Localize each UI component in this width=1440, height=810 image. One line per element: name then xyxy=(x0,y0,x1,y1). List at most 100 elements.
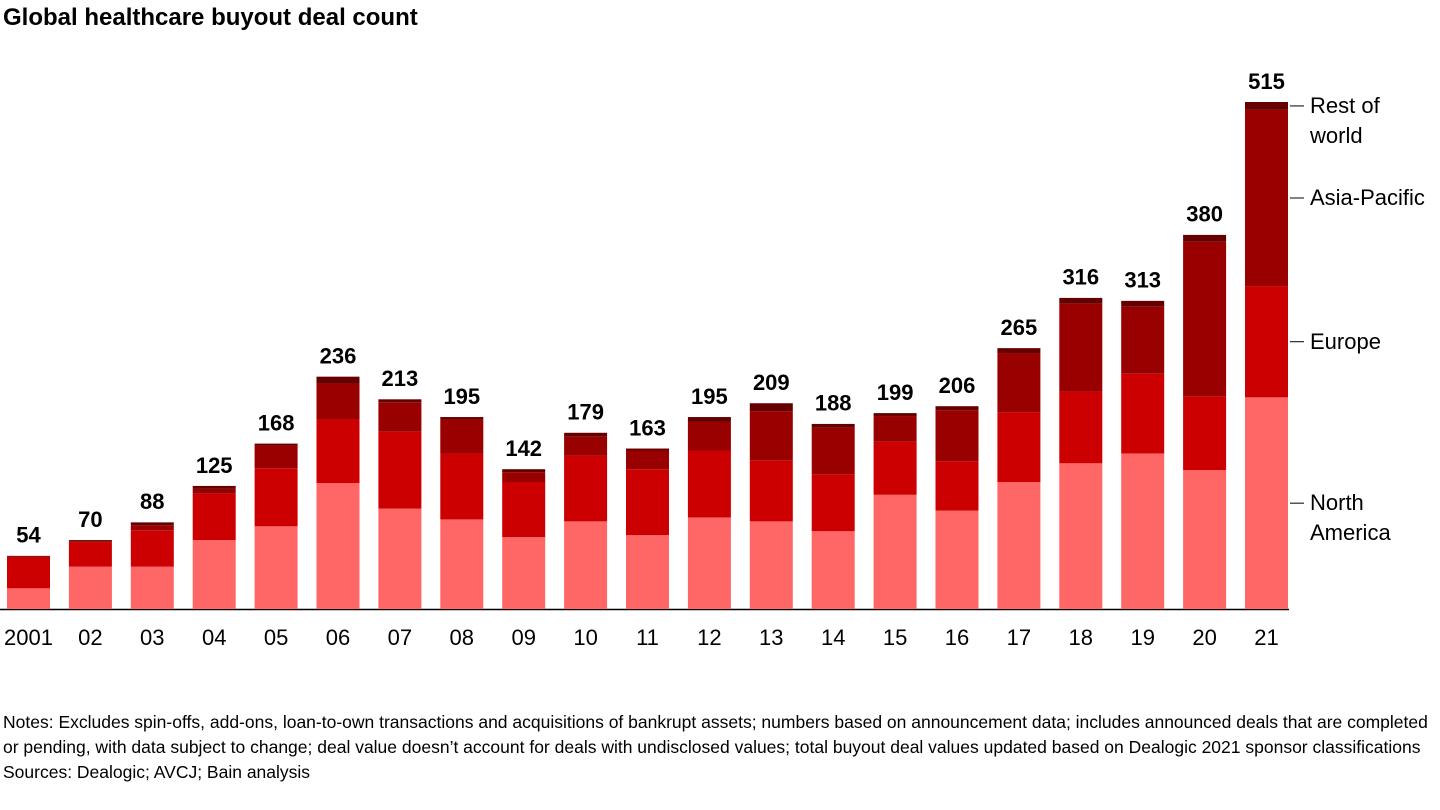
x-tick-label: 05 xyxy=(264,625,288,650)
total-label: 188 xyxy=(815,391,852,416)
bar-segment xyxy=(1245,109,1288,287)
x-tick-label: 02 xyxy=(78,625,102,650)
total-label: 179 xyxy=(567,400,604,425)
x-tick-label: 11 xyxy=(636,625,659,650)
bar-segment xyxy=(68,542,112,567)
bar-segment xyxy=(1183,396,1227,471)
total-label: 163 xyxy=(629,415,666,440)
bar-segment xyxy=(873,416,917,442)
bar-segment xyxy=(130,522,174,526)
total-label: 125 xyxy=(196,453,233,478)
bar-segment xyxy=(687,450,731,518)
total-label: 70 xyxy=(78,507,102,532)
bar-segment xyxy=(440,418,484,454)
bar-segment xyxy=(192,493,236,541)
bar-segment xyxy=(316,418,360,483)
x-tick-label: 19 xyxy=(1130,625,1154,650)
bar-segment xyxy=(378,399,422,403)
total-label: 54 xyxy=(16,523,41,548)
bar-segment xyxy=(316,376,360,384)
legend-label: Asia-Pacific xyxy=(1310,184,1425,210)
bar-segment xyxy=(687,517,731,609)
bar-segment xyxy=(192,488,236,494)
bar-segment xyxy=(502,482,546,538)
x-tick-label: 07 xyxy=(388,625,412,650)
bar-segment xyxy=(997,348,1041,354)
bar-segment xyxy=(316,383,360,419)
bar-segment xyxy=(68,540,112,542)
bar-segment xyxy=(935,410,979,462)
bar-segment xyxy=(440,453,484,520)
bar-segment xyxy=(749,521,793,609)
bar-segment xyxy=(130,566,174,609)
bar-segment xyxy=(68,566,112,609)
bar-segment xyxy=(130,530,174,567)
bar-segment xyxy=(378,508,422,609)
bar-segment xyxy=(564,455,608,522)
total-label: 515 xyxy=(1248,69,1285,94)
total-label: 206 xyxy=(939,373,976,398)
bar-segment xyxy=(316,482,360,609)
bar-segment xyxy=(502,472,546,483)
bar-segment xyxy=(997,412,1041,483)
legend-label: Rest of world xyxy=(1310,92,1380,148)
x-tick-label: 14 xyxy=(821,625,845,650)
bar-segment xyxy=(68,541,112,543)
bar-segment xyxy=(254,445,298,469)
bar-segment xyxy=(997,353,1041,413)
bar-segment xyxy=(749,460,793,522)
bar-segment xyxy=(997,482,1041,609)
footnotes: Notes: Excludes spin-offs, add-ons, loan… xyxy=(3,710,1439,785)
bar-segment xyxy=(254,526,298,609)
bar-segment xyxy=(1059,297,1103,304)
bar-segment xyxy=(192,485,236,489)
bar-segment xyxy=(7,556,50,589)
x-tick-label: 18 xyxy=(1069,625,1093,650)
bar-segment xyxy=(1059,303,1103,392)
bar-segment xyxy=(440,519,484,609)
x-tick-label: 15 xyxy=(883,625,907,650)
total-label: 313 xyxy=(1124,268,1161,293)
x-tick-label: 21 xyxy=(1254,625,1278,650)
bar-segment xyxy=(749,411,793,461)
bar-segment xyxy=(1183,470,1227,609)
bar-segment xyxy=(1245,397,1288,609)
bar-segment xyxy=(1121,453,1165,609)
bar-segment xyxy=(564,521,608,609)
chart-title: Global healthcare buyout deal count xyxy=(3,4,418,31)
bar-segment xyxy=(7,588,50,609)
bar-segment xyxy=(1183,241,1227,397)
bar-segment xyxy=(687,417,731,422)
x-tick-label: 10 xyxy=(573,625,597,650)
bar-segment xyxy=(192,540,236,609)
bar-segment xyxy=(626,535,669,609)
x-tick-label: 12 xyxy=(697,625,721,650)
x-tick-label: 20 xyxy=(1192,625,1216,650)
bar-segment xyxy=(687,421,731,451)
total-label: 209 xyxy=(753,370,790,395)
x-tick-label: 03 xyxy=(140,625,164,650)
bar-segment xyxy=(935,461,979,511)
x-tick-label: 04 xyxy=(202,625,226,650)
total-label: 316 xyxy=(1062,265,1099,290)
bar-segment xyxy=(873,494,917,609)
bar-segment xyxy=(749,403,793,412)
bar-segment xyxy=(935,406,979,411)
bar-segment xyxy=(254,468,298,527)
total-label: 213 xyxy=(382,366,419,391)
total-label: 265 xyxy=(1001,315,1038,340)
bar-segment xyxy=(626,469,669,536)
x-tick-label: 17 xyxy=(1007,625,1031,650)
bar-segment xyxy=(254,443,298,446)
bar-segment xyxy=(1059,391,1103,464)
legend-label: Europe xyxy=(1310,328,1381,354)
bar-segment xyxy=(811,474,855,532)
bar-segment xyxy=(1245,102,1288,110)
x-tick-label: 06 xyxy=(326,625,350,650)
bar-segment xyxy=(1121,306,1165,374)
total-label: 380 xyxy=(1186,202,1223,227)
bar-segment xyxy=(626,448,669,451)
x-tick-label: 13 xyxy=(759,625,783,650)
